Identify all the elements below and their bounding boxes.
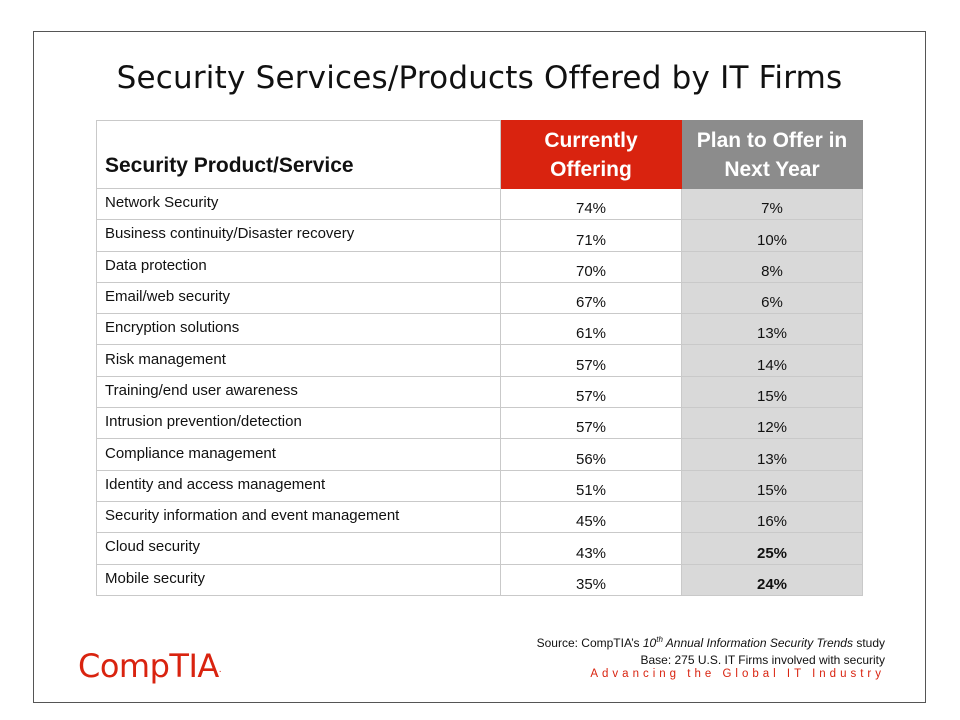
row-label: Compliance management — [96, 438, 501, 471]
row-plan-next-year: 15% — [681, 469, 863, 502]
row-plan-next-year: 24% — [681, 563, 863, 596]
row-currently-offering: 56% — [500, 438, 682, 471]
table-row: Compliance management 56% 13% — [96, 438, 863, 471]
row-plan-next-year: 13% — [681, 438, 863, 471]
table-row: Intrusion prevention/detection 57% 12% — [96, 407, 863, 440]
row-plan-next-year: 16% — [681, 500, 863, 534]
header-plan-next-year: Plan to Offer in Next Year — [681, 120, 863, 189]
row-currently-offering: 57% — [500, 375, 682, 409]
row-currently-offering: 61% — [500, 313, 682, 346]
row-label: Intrusion prevention/detection — [96, 407, 501, 440]
table-row: Encryption solutions 61% 13% — [96, 313, 863, 346]
header-product-service: Security Product/Service — [96, 120, 501, 189]
row-plan-next-year: 10% — [681, 219, 863, 252]
source-edition-sup: th — [656, 635, 663, 644]
row-label: Identity and access management — [96, 469, 501, 502]
row-currently-offering: 74% — [500, 187, 682, 221]
row-currently-offering: 71% — [500, 219, 682, 252]
security-table: Security Product/Service Currently Offer… — [96, 120, 863, 596]
table-row: Network Security 74% 7% — [96, 187, 863, 221]
table-row: Identity and access management 51% 15% — [96, 469, 863, 502]
table-row: Cloud security 43% 25% — [96, 532, 863, 565]
row-plan-next-year: 14% — [681, 344, 863, 377]
table-row: Risk management 57% 14% — [96, 344, 863, 377]
row-currently-offering: 67% — [500, 281, 682, 315]
source-edition-num: 10 — [642, 636, 657, 650]
table-row: Email/web security 67% 6% — [96, 281, 863, 315]
source-suffix: study — [852, 636, 885, 650]
row-label: Data protection — [96, 250, 501, 283]
row-label: Cloud security — [96, 532, 501, 565]
row-plan-next-year: 7% — [681, 187, 863, 221]
header-currently-line2: Offering — [550, 157, 632, 181]
table-header-row: Security Product/Service Currently Offer… — [96, 120, 863, 189]
row-label: Training/end user awareness — [96, 375, 501, 409]
row-plan-next-year: 25% — [681, 532, 863, 565]
source-note: Source: CompTIA’s 10th Annual Informatio… — [537, 631, 885, 669]
table-row: Mobile security 35% 24% — [96, 563, 863, 596]
table-body: Network Security 74% 7% Business continuity… — [96, 187, 863, 596]
table-row: Business continuity/Disaster recovery 71%… — [96, 219, 863, 252]
tagline: Advancing the Global IT Industry — [590, 668, 885, 680]
row-label: Mobile security — [96, 563, 501, 596]
header-plan-line1: Plan to Offer in — [696, 128, 848, 152]
row-plan-next-year: 13% — [681, 313, 863, 346]
row-currently-offering: 57% — [500, 407, 682, 440]
logo-mark: . — [218, 665, 222, 675]
logo-text: CompTIA — [78, 647, 219, 685]
source-line: Source: CompTIA’s 10th Annual Informatio… — [537, 631, 885, 652]
row-plan-next-year: 8% — [681, 250, 863, 283]
slide: Security Services/Products Offered by IT… — [33, 31, 926, 703]
source-report-name: Annual Information Security Trends — [662, 636, 853, 650]
header-currently-offering: Currently Offering — [500, 120, 682, 189]
row-currently-offering: 57% — [500, 344, 682, 377]
row-currently-offering: 70% — [500, 250, 682, 283]
row-label: Risk management — [96, 344, 501, 377]
row-currently-offering: 43% — [500, 532, 682, 565]
page-title: Security Services/Products Offered by IT… — [116, 60, 843, 96]
row-label: Network Security — [96, 187, 501, 221]
source-prefix: Source: CompTIA’s — [536, 636, 643, 650]
row-currently-offering: 35% — [500, 563, 682, 596]
table-row: Data protection 70% 8% — [96, 250, 863, 283]
table-row: Security information and event managemen… — [96, 500, 863, 534]
row-currently-offering: 51% — [500, 469, 682, 502]
comptia-logo: CompTIA. — [78, 647, 222, 685]
header-plan-line2: Next Year — [724, 157, 820, 181]
row-plan-next-year: 6% — [681, 281, 863, 315]
row-label: Security information and event managemen… — [96, 500, 501, 534]
row-plan-next-year: 15% — [681, 375, 863, 409]
header-currently-line1: Currently — [544, 128, 638, 152]
base-line: Base: 275 U.S. IT Firms involved with se… — [640, 653, 885, 667]
row-label: Email/web security — [96, 281, 501, 315]
row-currently-offering: 45% — [500, 500, 682, 534]
table-row: Training/end user awareness 57% 15% — [96, 375, 863, 409]
row-label: Business continuity/Disaster recovery — [96, 219, 501, 252]
row-plan-next-year: 12% — [681, 407, 863, 440]
row-label: Encryption solutions — [96, 313, 501, 346]
